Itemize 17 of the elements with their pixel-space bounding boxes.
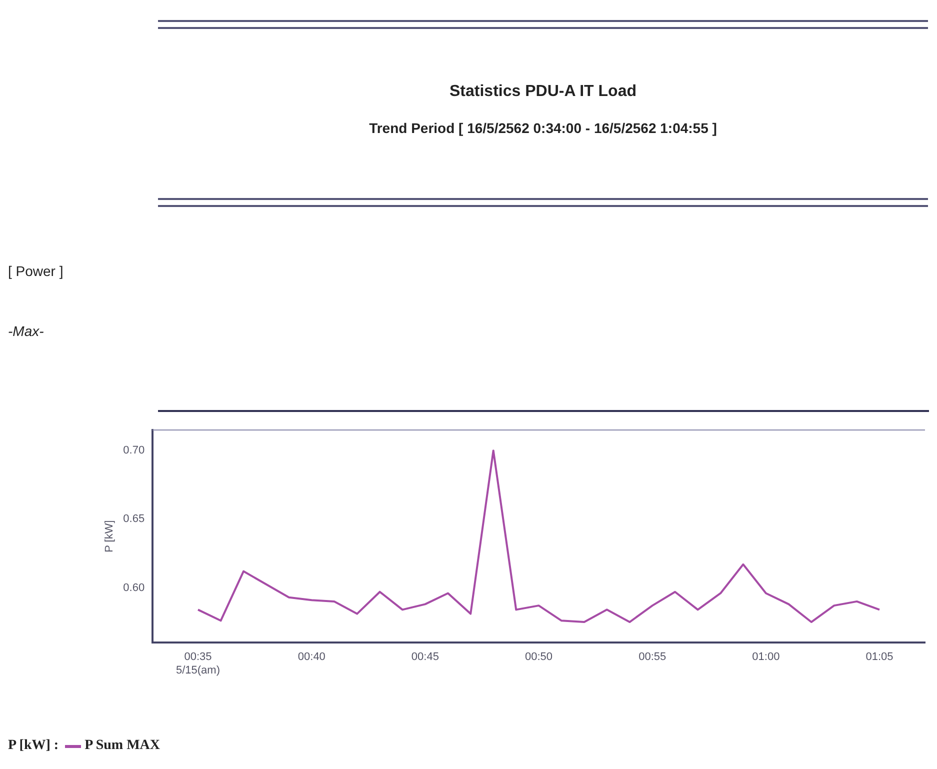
text: [ Power ] — [8, 263, 64, 279]
x-tick-label: 00:45 — [411, 651, 439, 664]
x-tick-label: 01:00 — [752, 651, 780, 664]
x-tick-label: 00:50 — [524, 651, 552, 664]
text: -Max- — [8, 323, 44, 339]
legend-title: P [kW] : — [8, 738, 59, 754]
y-axis-title: P [kW] — [104, 520, 116, 552]
chart-title: Statistics PDU-A IT Load — [448, 83, 638, 101]
x-tick-label: 00:35 5/15(am) — [176, 651, 220, 676]
x-tick-label: 00:55 — [638, 651, 666, 664]
legend-label: P Sum MAX — [84, 738, 160, 754]
y-tick-label: 0.60 — [123, 582, 145, 594]
chart-subtitle: Trend Period [ 16/5/2562 0:34:00 - 16/5/2562 1:04:55 ] — [368, 120, 718, 136]
y-tick-label: 0.65 — [123, 513, 145, 526]
y-tick-label: 0.70 — [123, 444, 145, 457]
x-tick-label: 01:05 — [866, 651, 894, 664]
x-tick-label: 00:40 — [298, 651, 326, 664]
